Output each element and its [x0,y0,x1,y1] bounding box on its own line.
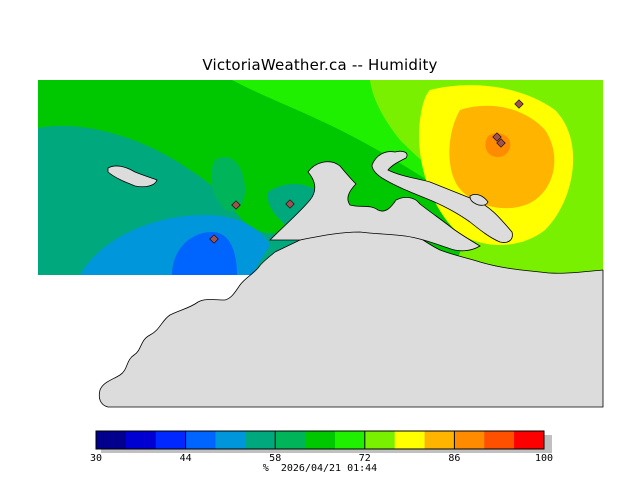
legend-tick-label: 100 [535,453,553,464]
legend-band [364,431,396,449]
station-marker[interactable] [492,132,502,142]
legend-tick-label: 72 [359,453,371,464]
legend-band [334,431,366,449]
band-blue [172,232,237,275]
legend-tick-label: 86 [448,453,460,464]
legend-band [484,431,515,449]
legend-band [155,431,187,449]
band-green-lobe [210,156,245,212]
station-marker[interactable] [231,200,241,210]
legend-band [245,431,276,449]
band-orange [449,105,555,209]
band-dark-orange [485,133,511,158]
land-victoria [269,161,481,252]
legend-caption: % 2026/04/21 01:44 [0,463,640,474]
legend-frame [95,430,545,450]
legend-band [275,431,306,449]
legend-tick-label: 30 [90,453,102,464]
station-marker[interactable] [209,234,219,244]
station-marker[interactable] [496,138,506,148]
legend-timestamp: 2026/04/21 01:44 [280,463,378,474]
legend-bands [96,431,545,449]
legend-band [424,431,455,449]
station-markers [209,99,524,244]
legend-tick-label: 44 [180,453,192,464]
legend-band [305,431,336,449]
legend-band [185,431,216,449]
legend-band [125,431,157,449]
legend-band [215,431,246,449]
land-island-east [469,194,489,206]
legend-band [394,431,426,449]
legend-band [454,431,485,449]
legend-units: % [262,463,269,474]
station-marker[interactable] [285,199,295,209]
legend-tick-label: 58 [269,453,281,464]
legend-ticks: 30 44 58 72 86 100 [90,431,553,464]
land-south [98,225,604,408]
station-marker[interactable] [514,99,524,109]
legend-band [96,431,127,449]
page-title: VictoriaWeather.ca -- Humidity [202,56,438,74]
land-saanich [371,150,513,243]
land-island-small [107,165,158,188]
legend-band [514,431,545,449]
